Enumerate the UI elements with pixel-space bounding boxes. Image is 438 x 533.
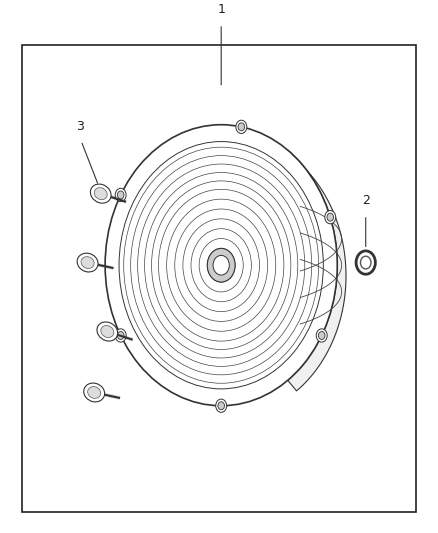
Ellipse shape: [115, 188, 126, 201]
Ellipse shape: [316, 329, 327, 342]
Ellipse shape: [325, 211, 336, 224]
Text: 3: 3: [76, 119, 84, 133]
Ellipse shape: [327, 213, 334, 221]
Ellipse shape: [318, 332, 325, 340]
Ellipse shape: [101, 326, 114, 337]
Ellipse shape: [88, 386, 101, 398]
Ellipse shape: [117, 191, 124, 199]
Ellipse shape: [207, 248, 235, 282]
Ellipse shape: [115, 329, 126, 342]
Ellipse shape: [117, 332, 124, 340]
Ellipse shape: [84, 383, 105, 402]
Ellipse shape: [77, 253, 98, 272]
Ellipse shape: [119, 142, 323, 389]
Ellipse shape: [238, 123, 245, 131]
Ellipse shape: [213, 255, 230, 275]
Ellipse shape: [90, 184, 111, 203]
Ellipse shape: [81, 257, 94, 269]
Ellipse shape: [94, 188, 107, 200]
Ellipse shape: [215, 399, 227, 413]
Ellipse shape: [105, 125, 337, 406]
Ellipse shape: [218, 402, 224, 410]
Ellipse shape: [97, 322, 118, 341]
Text: 2: 2: [362, 194, 370, 207]
Text: 1: 1: [217, 3, 225, 16]
Bar: [22, 45, 416, 512]
Ellipse shape: [360, 256, 371, 269]
PathPatch shape: [288, 150, 346, 391]
Ellipse shape: [236, 120, 247, 133]
